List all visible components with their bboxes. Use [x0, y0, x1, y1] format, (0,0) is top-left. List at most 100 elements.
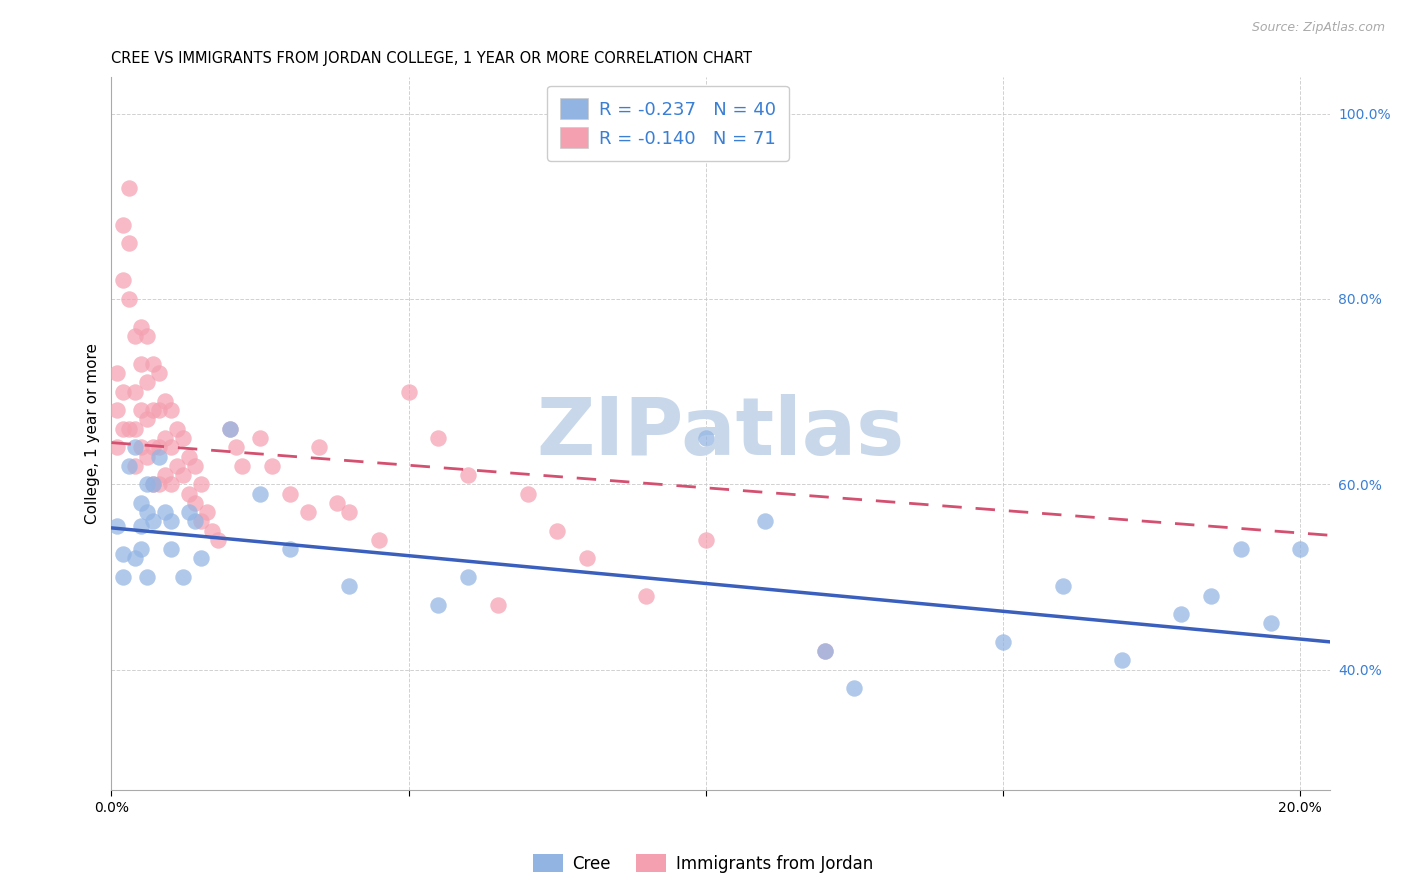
Point: [337, 505, 360, 519]
Point: [183, 496, 205, 510]
Point: [636, 589, 658, 603]
Point: [219, 422, 242, 436]
Point: [136, 505, 159, 519]
Point: [118, 422, 141, 436]
Point: [695, 431, 717, 445]
Point: [148, 403, 170, 417]
Point: [136, 329, 159, 343]
Point: [207, 533, 229, 547]
Point: [129, 319, 152, 334]
Point: [516, 486, 538, 500]
Point: [844, 681, 866, 696]
Legend: Cree, Immigrants from Jordan: Cree, Immigrants from Jordan: [526, 847, 880, 880]
Point: [136, 477, 159, 491]
Point: [148, 477, 170, 491]
Point: [183, 515, 205, 529]
Point: [172, 468, 194, 483]
Point: [136, 570, 159, 584]
Point: [754, 515, 776, 529]
Point: [1289, 542, 1312, 557]
Point: [546, 524, 568, 538]
Point: [136, 412, 159, 426]
Point: [105, 440, 128, 454]
Point: [124, 422, 146, 436]
Point: [814, 644, 837, 658]
Point: [160, 515, 183, 529]
Point: [118, 181, 141, 195]
Point: [105, 366, 128, 380]
Point: [1199, 589, 1222, 603]
Point: [124, 458, 146, 473]
Point: [190, 515, 212, 529]
Point: [201, 524, 224, 538]
Point: [142, 515, 165, 529]
Point: [118, 292, 141, 306]
Point: [118, 236, 141, 251]
Point: [814, 644, 837, 658]
Text: Source: ZipAtlas.com: Source: ZipAtlas.com: [1251, 21, 1385, 35]
Point: [308, 440, 330, 454]
Point: [112, 570, 135, 584]
Point: [575, 551, 598, 566]
Point: [129, 496, 152, 510]
Point: [142, 477, 165, 491]
Point: [153, 431, 176, 445]
Point: [129, 357, 152, 371]
Y-axis label: College, 1 year or more: College, 1 year or more: [86, 343, 100, 524]
Point: [153, 393, 176, 408]
Point: [326, 496, 349, 510]
Point: [1170, 607, 1192, 621]
Point: [153, 468, 176, 483]
Point: [118, 458, 141, 473]
Point: [124, 384, 146, 399]
Point: [367, 533, 389, 547]
Point: [183, 458, 205, 473]
Point: [177, 505, 200, 519]
Point: [297, 505, 319, 519]
Point: [278, 486, 301, 500]
Point: [136, 450, 159, 464]
Point: [457, 570, 479, 584]
Point: [166, 458, 188, 473]
Point: [260, 458, 283, 473]
Point: [231, 458, 253, 473]
Point: [112, 384, 135, 399]
Point: [153, 505, 176, 519]
Point: [142, 403, 165, 417]
Point: [190, 477, 212, 491]
Point: [991, 635, 1014, 649]
Point: [486, 598, 509, 612]
Point: [124, 329, 146, 343]
Point: [129, 542, 152, 557]
Point: [160, 542, 183, 557]
Point: [142, 477, 165, 491]
Point: [148, 450, 170, 464]
Point: [225, 440, 247, 454]
Point: [142, 357, 165, 371]
Point: [1111, 653, 1133, 667]
Point: [105, 519, 128, 533]
Point: [427, 598, 450, 612]
Point: [129, 403, 152, 417]
Point: [105, 403, 128, 417]
Point: [427, 431, 450, 445]
Point: [177, 450, 200, 464]
Point: [112, 218, 135, 232]
Point: [249, 486, 271, 500]
Point: [398, 384, 420, 399]
Point: [195, 505, 218, 519]
Point: [172, 570, 194, 584]
Point: [249, 431, 271, 445]
Point: [160, 403, 183, 417]
Text: ZIPatlas: ZIPatlas: [537, 394, 905, 473]
Point: [160, 440, 183, 454]
Point: [148, 366, 170, 380]
Point: [112, 273, 135, 287]
Point: [1230, 542, 1253, 557]
Point: [457, 468, 479, 483]
Point: [129, 519, 152, 533]
Point: [136, 376, 159, 390]
Point: [166, 422, 188, 436]
Point: [219, 422, 242, 436]
Text: CREE VS IMMIGRANTS FROM JORDAN COLLEGE, 1 YEAR OR MORE CORRELATION CHART: CREE VS IMMIGRANTS FROM JORDAN COLLEGE, …: [111, 51, 752, 66]
